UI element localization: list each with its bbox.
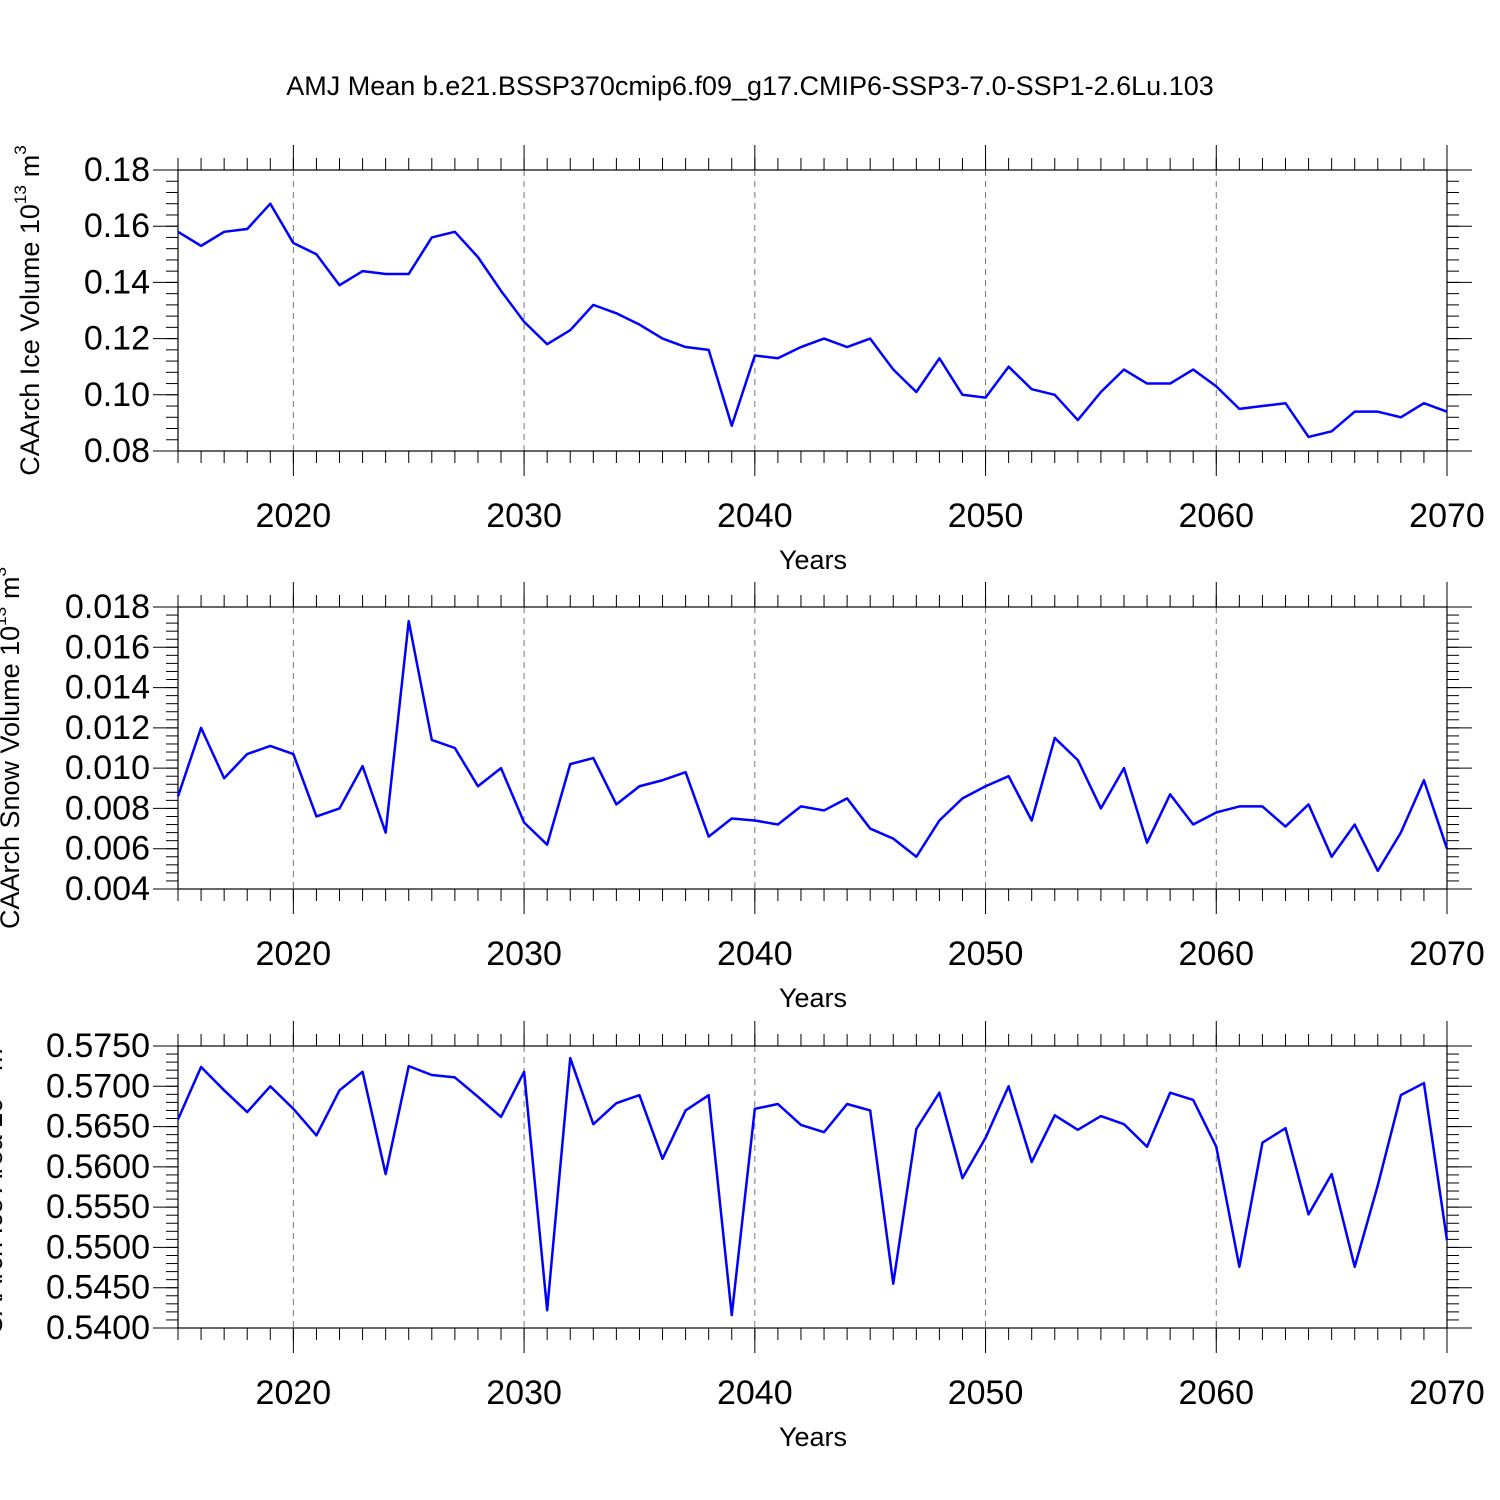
x-tick-label: 2040 [717, 497, 793, 535]
y-label-unit: m [15, 155, 45, 178]
y-label-exponent: 13 [11, 185, 30, 204]
y-tick-label: 0.10 [84, 376, 150, 414]
x-axis-label: Years [779, 1422, 847, 1452]
y-axis-label: CAArch Ice Area 1013m2 [0, 1039, 8, 1335]
x-axis-label: Years [779, 983, 847, 1013]
y-label-text: CAArch Ice Area 10 [0, 1098, 8, 1335]
y-tick-label: 0.5550 [46, 1188, 150, 1226]
plot-frame [177, 1045, 1448, 1329]
panel: 2020 2030 2040 2050 2060 20700.54000.54500.55… [0, 1021, 1485, 1452]
x-tick-label: 2070 [1409, 935, 1485, 973]
y-tick-label: 0.5600 [46, 1148, 150, 1186]
y-label-unit-exponent: 3 [11, 145, 30, 154]
y-tick-label: 0.012 [65, 709, 150, 747]
x-tick-label: 2060 [1178, 935, 1254, 973]
y-tick-label: 0.5450 [46, 1269, 150, 1307]
y-label-unit: m [0, 1048, 8, 1071]
x-axis-label: Years [779, 545, 847, 575]
x-tick-label: 2050 [948, 935, 1024, 973]
plot-frame [177, 169, 1448, 452]
y-tick-label: 0.004 [65, 870, 150, 908]
y-label-exponent: 13 [0, 607, 10, 626]
y-tick-label: 0.006 [65, 830, 150, 868]
data-line [177, 202, 1448, 439]
x-tick-label: 2020 [256, 1374, 332, 1412]
x-tick-label: 2070 [1409, 497, 1485, 535]
x-tick-label: 2030 [486, 497, 562, 535]
y-tick-label: 0.5400 [46, 1309, 150, 1347]
plot-frame [177, 606, 1448, 890]
y-tick-label: 0.12 [84, 320, 150, 358]
y-tick-label: 0.5750 [46, 1027, 150, 1065]
y-axis-label: CAArch Ice Volume 1013 m3 [11, 145, 45, 476]
x-tick-label: 2030 [486, 935, 562, 973]
x-tick-label: 2060 [1178, 497, 1254, 535]
y-tick-label: 0.18 [84, 151, 150, 189]
y-tick-label: 0.5650 [46, 1108, 150, 1146]
y-tick-label: 0.008 [65, 789, 150, 827]
y-label-unit-exponent: 3 [0, 567, 10, 576]
y-tick-label: 0.5500 [46, 1228, 150, 1266]
y-tick-label: 0.010 [65, 749, 150, 787]
x-tick-label: 2070 [1409, 1374, 1485, 1412]
panel: 2020 2030 2040 2050 2060 2070 0.08 0.10 0.12 0.14… [11, 145, 1485, 575]
y-tick-label: 0.016 [65, 628, 150, 666]
y-tick-label: 0.08 [84, 432, 150, 470]
x-tick-label: 2040 [717, 1374, 793, 1412]
x-tick-label: 2020 [256, 935, 332, 973]
y-tick-label: 0.5700 [46, 1067, 150, 1105]
x-tick-label: 2040 [717, 935, 793, 973]
y-tick-label: 0.16 [84, 207, 150, 245]
y-label-text: CAArch Snow Volume 10 [0, 626, 25, 929]
data-line [176, 619, 1449, 873]
data-line [176, 1056, 1449, 1317]
y-tick-label: 0.014 [65, 669, 150, 707]
x-tick-label: 2020 [256, 497, 332, 535]
y-label-text: CAArch Ice Volume 10 [15, 204, 45, 476]
y-tick-label: 0.018 [65, 588, 150, 626]
x-tick-label: 2060 [1178, 1374, 1254, 1412]
figure-title: AMJ Mean b.e21.BSSP370cmip6.f09_g17.CMIP… [286, 71, 1214, 101]
y-label-unit: m [0, 576, 25, 599]
x-tick-label: 2050 [948, 497, 1024, 535]
x-tick-label: 2050 [948, 1374, 1024, 1412]
y-axis-label: CAArch Snow Volume 1013 m3 [0, 567, 25, 929]
panel: 2020 2030 2040 2050 2060 20700.0040.0060.0080… [0, 567, 1485, 1013]
x-tick-label: 2030 [486, 1374, 562, 1412]
y-tick-label: 0.14 [84, 263, 150, 301]
